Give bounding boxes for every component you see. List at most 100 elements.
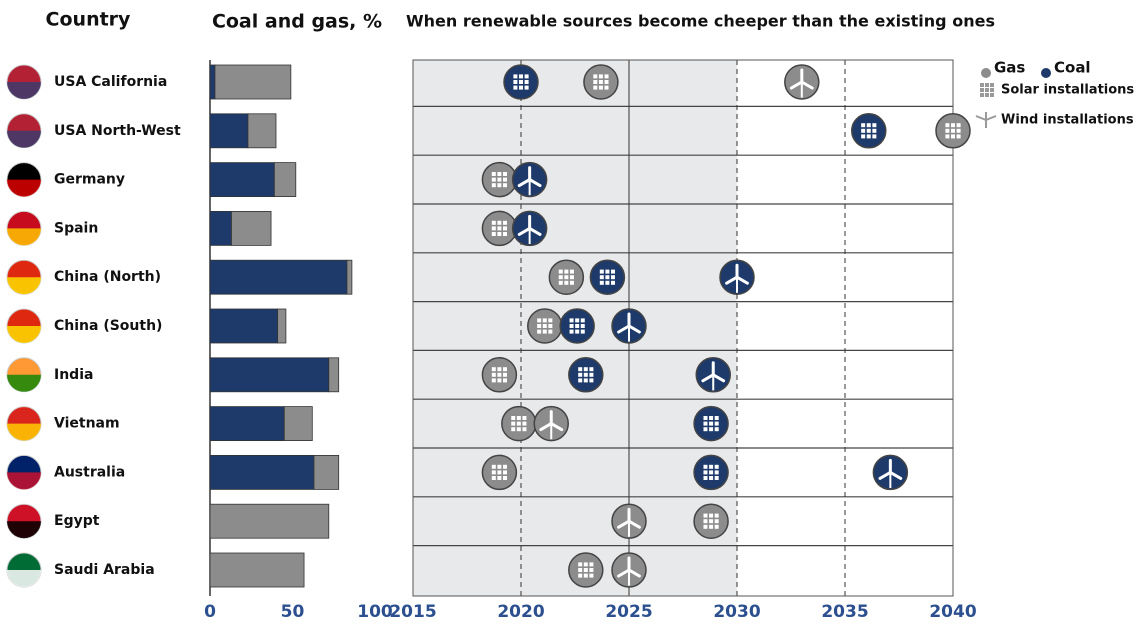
solar-icon bbox=[491, 470, 496, 475]
solar-icon bbox=[945, 128, 950, 133]
legend-label: Gas bbox=[994, 59, 1025, 77]
bar-segment bbox=[209, 259, 348, 295]
solar-icon bbox=[491, 220, 496, 225]
solar-icon bbox=[503, 378, 507, 383]
flag bbox=[7, 130, 41, 148]
solar-icon bbox=[503, 172, 507, 176]
solar-icon bbox=[497, 177, 502, 182]
wind-icon bbox=[789, 80, 804, 90]
solar-icon bbox=[497, 464, 502, 469]
solar-icon bbox=[580, 324, 585, 328]
solar-icon bbox=[703, 464, 708, 469]
x-tick-label: 2015 bbox=[389, 602, 436, 622]
solar-icon bbox=[548, 329, 553, 334]
solar-icon bbox=[599, 269, 604, 274]
bar-segment bbox=[214, 64, 292, 100]
marker bbox=[559, 308, 595, 344]
solar-icon bbox=[703, 421, 708, 426]
bar-segment bbox=[247, 113, 277, 149]
solar-icon bbox=[575, 318, 580, 323]
x-tick-label: 2020 bbox=[497, 602, 544, 622]
flag bbox=[7, 228, 41, 246]
category-label: China (South) bbox=[54, 318, 162, 334]
solar-icon bbox=[548, 318, 553, 323]
solar-icon bbox=[709, 524, 714, 529]
flag bbox=[7, 521, 41, 539]
solar-icon bbox=[503, 464, 507, 469]
solar-icon bbox=[491, 183, 496, 188]
legend-swatch bbox=[1041, 68, 1051, 78]
solar-icon bbox=[956, 128, 961, 133]
solar-icon bbox=[491, 172, 496, 176]
category-label: China (North) bbox=[54, 269, 161, 285]
x-tick-label: 2035 bbox=[821, 602, 868, 622]
solar-icon bbox=[703, 524, 708, 529]
legend-icon bbox=[980, 83, 994, 97]
solar-icon bbox=[589, 568, 594, 572]
bar-segment bbox=[209, 162, 275, 198]
bar-segment bbox=[209, 552, 305, 588]
marker bbox=[527, 308, 563, 344]
x-tick-label: 2025 bbox=[605, 602, 652, 622]
solar-icon bbox=[872, 123, 877, 128]
solar-icon bbox=[497, 470, 502, 475]
solar-icon bbox=[714, 513, 719, 518]
solar-icon bbox=[703, 476, 708, 480]
bar-segment bbox=[273, 162, 297, 198]
marker bbox=[693, 405, 729, 442]
solar-icon bbox=[951, 134, 955, 139]
x-tick-label: 2030 bbox=[713, 602, 760, 622]
solar-icon bbox=[522, 416, 527, 420]
solar-icon bbox=[580, 318, 585, 323]
solar-icon bbox=[537, 324, 542, 328]
solar-icon bbox=[578, 573, 583, 578]
marker bbox=[501, 405, 537, 442]
marker bbox=[481, 357, 518, 393]
solar-icon bbox=[709, 464, 714, 469]
solar-icon bbox=[497, 172, 502, 176]
solar-icon bbox=[866, 128, 871, 133]
solar-icon bbox=[593, 85, 598, 90]
solar-icon bbox=[990, 83, 994, 87]
bar-segment bbox=[328, 357, 340, 393]
x-tick-label: 2040 bbox=[929, 602, 976, 622]
category-label: Vietnam bbox=[54, 416, 120, 432]
marker bbox=[583, 64, 619, 100]
solar-icon bbox=[593, 74, 598, 79]
marker bbox=[872, 454, 909, 491]
x-tick-label: 50 bbox=[281, 602, 305, 622]
wind-icon bbox=[528, 178, 542, 188]
legend-label: Solar installations bbox=[1001, 83, 1134, 98]
flag bbox=[7, 277, 41, 295]
legend-swatch bbox=[981, 68, 991, 78]
solar-icon bbox=[956, 123, 961, 128]
marker bbox=[935, 113, 971, 149]
solar-icon bbox=[497, 476, 502, 480]
bar-segment bbox=[209, 454, 315, 490]
wind-icon bbox=[617, 519, 631, 529]
solar-icon bbox=[611, 280, 615, 285]
solar-icon bbox=[980, 93, 984, 97]
solar-icon bbox=[503, 226, 507, 231]
solar-icon bbox=[709, 470, 714, 475]
solar-icon bbox=[583, 568, 588, 572]
solar-icon bbox=[564, 275, 569, 280]
bar-segment bbox=[209, 357, 330, 393]
solar-icon bbox=[503, 220, 507, 225]
solar-icon bbox=[578, 367, 583, 372]
marker bbox=[548, 259, 585, 295]
solar-icon bbox=[866, 123, 871, 128]
wind-icon bbox=[878, 470, 892, 480]
marker bbox=[568, 357, 604, 393]
marker bbox=[533, 405, 569, 442]
solar-icon bbox=[542, 329, 547, 334]
solar-icon bbox=[491, 226, 496, 231]
solar-icon bbox=[589, 573, 594, 578]
solar-icon bbox=[503, 177, 507, 182]
bar-segment bbox=[283, 406, 313, 442]
solar-icon bbox=[497, 183, 502, 188]
solar-icon bbox=[522, 421, 527, 426]
bar-segment bbox=[209, 503, 330, 539]
solar-icon bbox=[605, 269, 610, 274]
